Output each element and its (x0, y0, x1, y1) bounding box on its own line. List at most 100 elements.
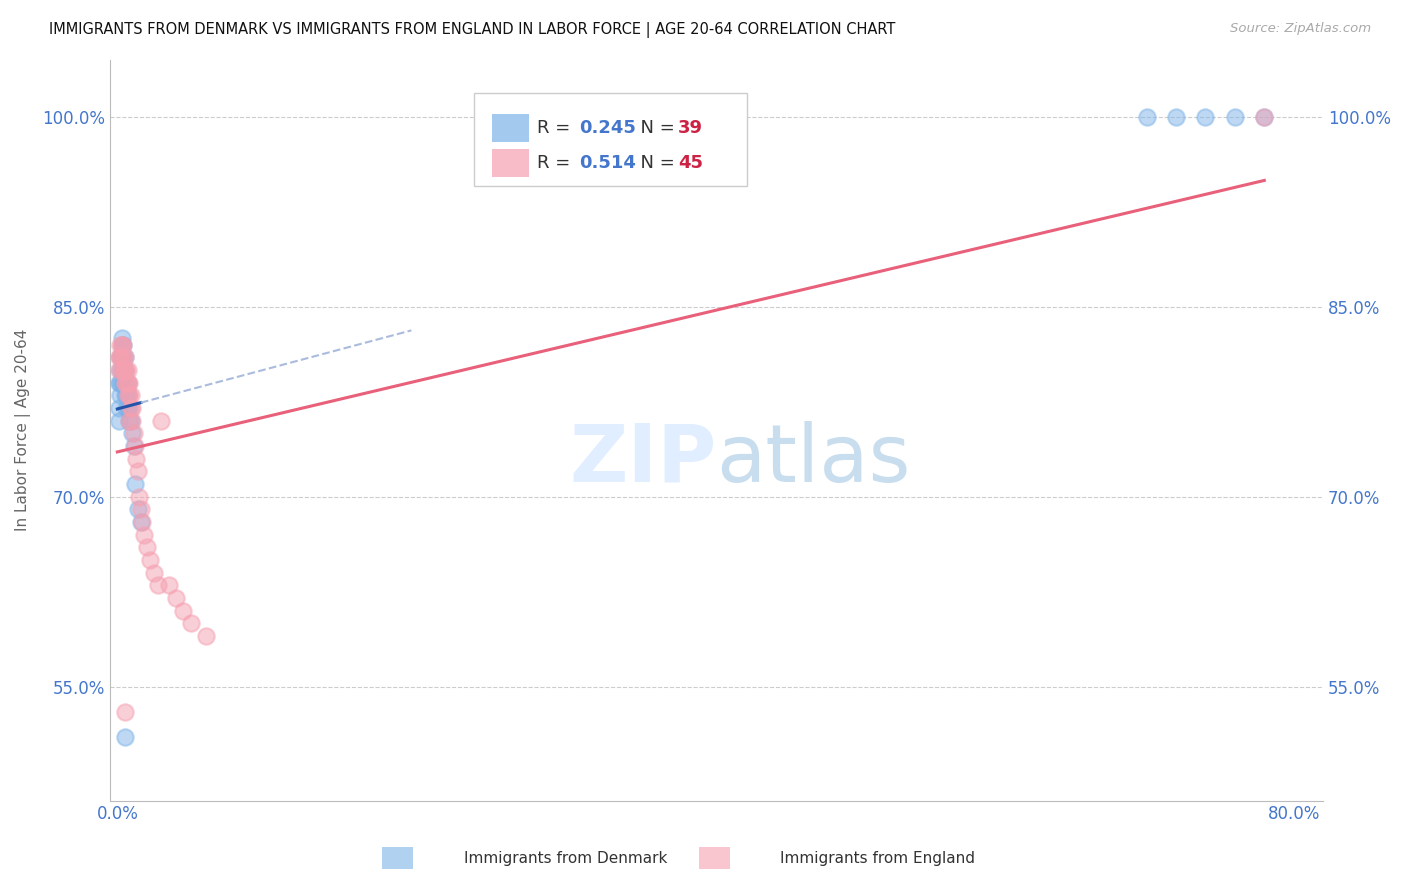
Point (117, 401, 139, 415)
Point (121, 414, 143, 428)
Point (111, 363, 134, 377)
Point (128, 490, 150, 504)
Text: Immigrants from England: Immigrants from England (780, 851, 976, 865)
Point (107, 414, 129, 428)
Text: N =: N = (630, 119, 681, 136)
Point (1223, 110, 1246, 124)
Point (180, 616, 202, 631)
Point (111, 376, 134, 390)
Point (1194, 110, 1216, 124)
FancyBboxPatch shape (492, 113, 529, 142)
Point (150, 414, 173, 428)
Point (114, 388, 136, 402)
Point (114, 363, 136, 377)
Point (120, 388, 142, 402)
Point (114, 376, 136, 390)
Point (110, 337, 132, 351)
Point (122, 439, 145, 453)
Point (114, 731, 136, 745)
Point (112, 337, 135, 351)
Text: Immigrants from Denmark: Immigrants from Denmark (464, 851, 668, 865)
Point (114, 376, 136, 390)
Point (124, 439, 146, 453)
Point (107, 376, 129, 390)
Point (112, 351, 135, 365)
Point (157, 578, 180, 592)
Point (111, 337, 134, 351)
Text: 0.245: 0.245 (579, 119, 637, 136)
Point (117, 388, 139, 402)
Text: Source: ZipAtlas.com: Source: ZipAtlas.com (1230, 22, 1371, 36)
Point (117, 376, 139, 390)
Point (112, 363, 135, 377)
Point (120, 401, 142, 415)
Y-axis label: In Labor Force | Age 20-64: In Labor Force | Age 20-64 (15, 329, 31, 532)
Point (111, 337, 134, 351)
Point (111, 351, 134, 365)
Point (1164, 110, 1187, 124)
Point (112, 351, 135, 365)
Point (173, 604, 195, 618)
Point (114, 705, 136, 719)
Point (120, 414, 142, 428)
Text: 45: 45 (678, 153, 703, 171)
Point (118, 401, 141, 415)
Point (121, 401, 143, 415)
Point (132, 527, 155, 541)
FancyBboxPatch shape (492, 149, 529, 177)
Point (112, 363, 135, 377)
Point (110, 351, 132, 365)
Point (107, 363, 129, 377)
FancyBboxPatch shape (474, 93, 747, 186)
Point (194, 629, 217, 643)
Point (127, 464, 149, 478)
Point (125, 451, 148, 466)
Point (110, 363, 132, 377)
Point (124, 477, 146, 491)
Point (111, 363, 134, 377)
Text: IMMIGRANTS FROM DENMARK VS IMMIGRANTS FROM ENGLAND IN LABOR FORCE | AGE 20-64 CO: IMMIGRANTS FROM DENMARK VS IMMIGRANTS FR… (49, 22, 896, 38)
Point (112, 337, 135, 351)
Point (115, 388, 138, 402)
Point (122, 426, 145, 441)
Point (114, 351, 136, 365)
Point (131, 515, 153, 529)
Text: atlas: atlas (717, 421, 911, 499)
Text: R =: R = (537, 153, 576, 171)
Point (118, 376, 141, 390)
Text: R =: R = (537, 119, 576, 136)
Point (111, 351, 134, 365)
Point (138, 553, 160, 567)
Point (117, 376, 139, 390)
Text: 39: 39 (678, 119, 703, 136)
Point (114, 351, 136, 365)
Point (129, 502, 152, 516)
Point (112, 376, 135, 390)
Point (117, 388, 139, 402)
Point (127, 502, 149, 516)
Point (1253, 110, 1275, 124)
Point (143, 566, 166, 580)
Point (1253, 110, 1275, 124)
Text: ZIP: ZIP (569, 421, 717, 499)
Point (118, 388, 141, 402)
Text: N =: N = (630, 153, 681, 171)
Point (110, 351, 132, 365)
Point (115, 363, 138, 377)
Point (115, 376, 138, 390)
Point (118, 414, 141, 428)
Point (121, 426, 143, 441)
Point (135, 541, 157, 555)
Point (107, 401, 129, 415)
Point (110, 376, 132, 390)
Point (1136, 110, 1159, 124)
Point (165, 591, 187, 605)
Point (117, 363, 139, 377)
Point (129, 515, 152, 529)
Point (111, 331, 134, 345)
Point (114, 363, 136, 377)
Point (115, 401, 138, 415)
Point (107, 351, 129, 365)
Point (110, 388, 132, 402)
Point (118, 414, 141, 428)
